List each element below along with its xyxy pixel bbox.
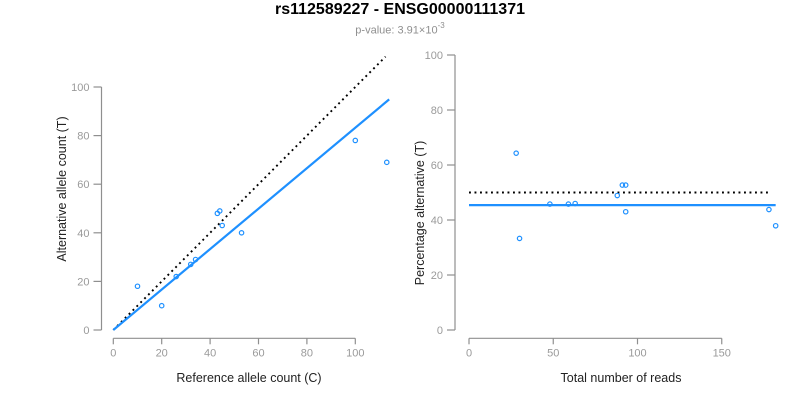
x-tick-label: 60 xyxy=(252,347,264,359)
data-point xyxy=(572,200,578,207)
data-point xyxy=(766,206,772,213)
x-tick-label: 150 xyxy=(713,347,731,359)
pvalue-exponent: -3 xyxy=(437,21,445,30)
data-point xyxy=(547,201,553,207)
data-point xyxy=(513,150,519,156)
x-tick-label: 20 xyxy=(156,347,168,359)
figure-title: rs112589227 - ENSG00000111371 xyxy=(274,1,525,18)
y-tick-label: 80 xyxy=(431,105,443,117)
y-tick-label: 20 xyxy=(431,270,443,282)
pvalue-label: p-value: xyxy=(355,24,398,37)
y-axis-label: Percentage alternative (T) xyxy=(413,141,427,286)
data-point xyxy=(219,222,226,229)
data-point xyxy=(216,208,223,214)
data-point xyxy=(619,182,626,188)
y-tick-label: 40 xyxy=(431,215,443,227)
pvalue-value: 3.91×10 xyxy=(397,24,438,37)
x-tick-label: 100 xyxy=(346,347,364,359)
y-tick-label: 80 xyxy=(77,131,89,143)
data-point xyxy=(383,159,390,166)
x-axis-label: Reference allele count (C) xyxy=(176,371,321,385)
y-axis-label: Alternative allele count (T) xyxy=(55,116,69,261)
fit-line xyxy=(112,98,390,331)
x-tick-label: 40 xyxy=(204,347,216,359)
y-tick-label: 100 xyxy=(71,82,89,94)
x-tick-label: 50 xyxy=(547,347,559,359)
data-point xyxy=(173,273,180,280)
data-point xyxy=(134,283,141,290)
data-point xyxy=(352,137,359,144)
y-tick-label: 100 xyxy=(425,50,443,62)
x-tick-label: 80 xyxy=(301,347,313,359)
data-point xyxy=(158,302,165,309)
plot-allele-counts: 0 20 40 60 80 100 0 20 40 60 80 100 Reference allele… xyxy=(55,55,390,385)
y-tick-label: 0 xyxy=(437,325,443,337)
y-tick-label: 60 xyxy=(77,179,89,191)
data-point xyxy=(187,261,194,268)
data-point xyxy=(516,235,523,242)
data-point xyxy=(622,182,629,188)
figure-subtitle: p-value: 3.91×10-3 xyxy=(0,21,800,37)
y-tick-label: 60 xyxy=(431,160,443,172)
data-point xyxy=(622,208,629,215)
data-point xyxy=(192,256,199,263)
x-axis-label: Total number of reads xyxy=(561,371,682,385)
x-tick-label: 0 xyxy=(466,347,472,359)
y-tick-label: 0 xyxy=(83,325,89,337)
data-point xyxy=(565,201,572,207)
data-point xyxy=(614,192,621,199)
y-tick-label: 20 xyxy=(77,276,89,288)
data-point xyxy=(238,230,245,236)
identity-line xyxy=(112,55,387,331)
x-tick-label: 100 xyxy=(628,347,646,359)
x-tick-label: 0 xyxy=(110,347,116,359)
plot-percentage-vs-reads: 0 20 40 60 80 100 0 50 100 150 Total number of rea… xyxy=(413,50,779,385)
y-tick-label: 40 xyxy=(77,228,89,240)
data-point xyxy=(772,222,779,229)
